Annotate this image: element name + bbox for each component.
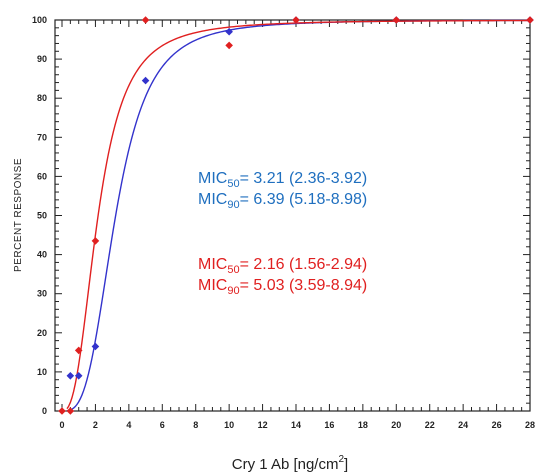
y-tick-label: 100 bbox=[32, 15, 47, 25]
x-tick-label: 14 bbox=[291, 420, 301, 430]
x-tick-label: 8 bbox=[193, 420, 198, 430]
y-axis-label: PERCENT RESPONSE bbox=[13, 158, 24, 272]
data-point bbox=[225, 27, 233, 36]
y-tick-label: 60 bbox=[37, 171, 47, 181]
x-axis-label-sup: 2 bbox=[338, 454, 344, 465]
x-tick-label: 22 bbox=[425, 420, 435, 430]
y-tick-label: 30 bbox=[37, 289, 47, 299]
data-point bbox=[74, 372, 83, 380]
tick-labels: 0 2 4 6 8 10 12 14 16 18 20 22 24 26 28010203040506070… bbox=[32, 15, 535, 430]
x-tick-label: 28 bbox=[525, 420, 535, 430]
y-tick-label: 20 bbox=[37, 328, 47, 338]
data-point bbox=[292, 16, 300, 24]
annotation-red-mic50: MIC50= 2.16 (1.56-2.94) bbox=[198, 256, 367, 276]
y-tick-label: 80 bbox=[37, 93, 47, 103]
x-tick-label: 20 bbox=[391, 420, 401, 430]
x-axis-label-main: Cry 1 Ab [ng/cm bbox=[232, 456, 339, 473]
data-point bbox=[66, 407, 75, 415]
annotation-blue-mic50: MIC50= 3.21 (2.36-3.92) bbox=[198, 170, 367, 190]
fit-curves bbox=[66, 19, 531, 412]
data-point bbox=[392, 16, 401, 24]
data-point bbox=[141, 16, 150, 24]
data-point bbox=[526, 16, 534, 24]
y-tick-label: 40 bbox=[37, 250, 47, 260]
annotation-red-mic90: MIC90= 5.03 (3.59-8.94) bbox=[198, 277, 367, 297]
data-points bbox=[58, 16, 534, 415]
x-axis-label-end: ] bbox=[344, 456, 348, 473]
axis-ticks bbox=[55, 19, 531, 412]
y-tick-label: 50 bbox=[37, 211, 47, 221]
data-point bbox=[141, 76, 150, 85]
y-tick-label: 10 bbox=[37, 367, 47, 377]
fit-curve bbox=[66, 19, 530, 412]
x-tick-label: 12 bbox=[258, 420, 268, 430]
y-tick-label: 90 bbox=[37, 54, 47, 64]
data-point bbox=[91, 342, 100, 351]
y-tick-label: 70 bbox=[37, 132, 47, 142]
fit-curve bbox=[66, 19, 531, 410]
data-point bbox=[66, 372, 75, 380]
x-tick-label: 4 bbox=[126, 420, 131, 430]
data-point bbox=[58, 407, 66, 415]
annotation-red: MIC50= 2.16 (1.56-2.94) MIC90= 5.03 (3.5… bbox=[198, 256, 367, 297]
x-tick-label: 10 bbox=[224, 420, 234, 430]
x-tick-label: 16 bbox=[324, 420, 334, 430]
data-point bbox=[225, 41, 233, 50]
data-point bbox=[74, 346, 83, 355]
x-tick-label: 26 bbox=[492, 420, 502, 430]
x-tick-label: 0 bbox=[59, 420, 64, 430]
x-tick-label: 24 bbox=[458, 420, 468, 430]
y-tick-label: 0 bbox=[42, 406, 47, 416]
annotation-blue: MIC50= 3.21 (2.36-3.92) MIC90= 6.39 (5.1… bbox=[198, 170, 367, 211]
plot-frame bbox=[54, 19, 531, 412]
x-tick-label: 6 bbox=[160, 420, 165, 430]
x-tick-label: 2 bbox=[93, 420, 98, 430]
annotation-blue-mic90: MIC90= 6.39 (5.18-8.98) bbox=[198, 191, 367, 211]
x-axis-label: Cry 1 Ab [ng/cm2] bbox=[232, 454, 348, 473]
x-tick-label: 18 bbox=[358, 420, 368, 430]
data-point bbox=[91, 237, 100, 245]
